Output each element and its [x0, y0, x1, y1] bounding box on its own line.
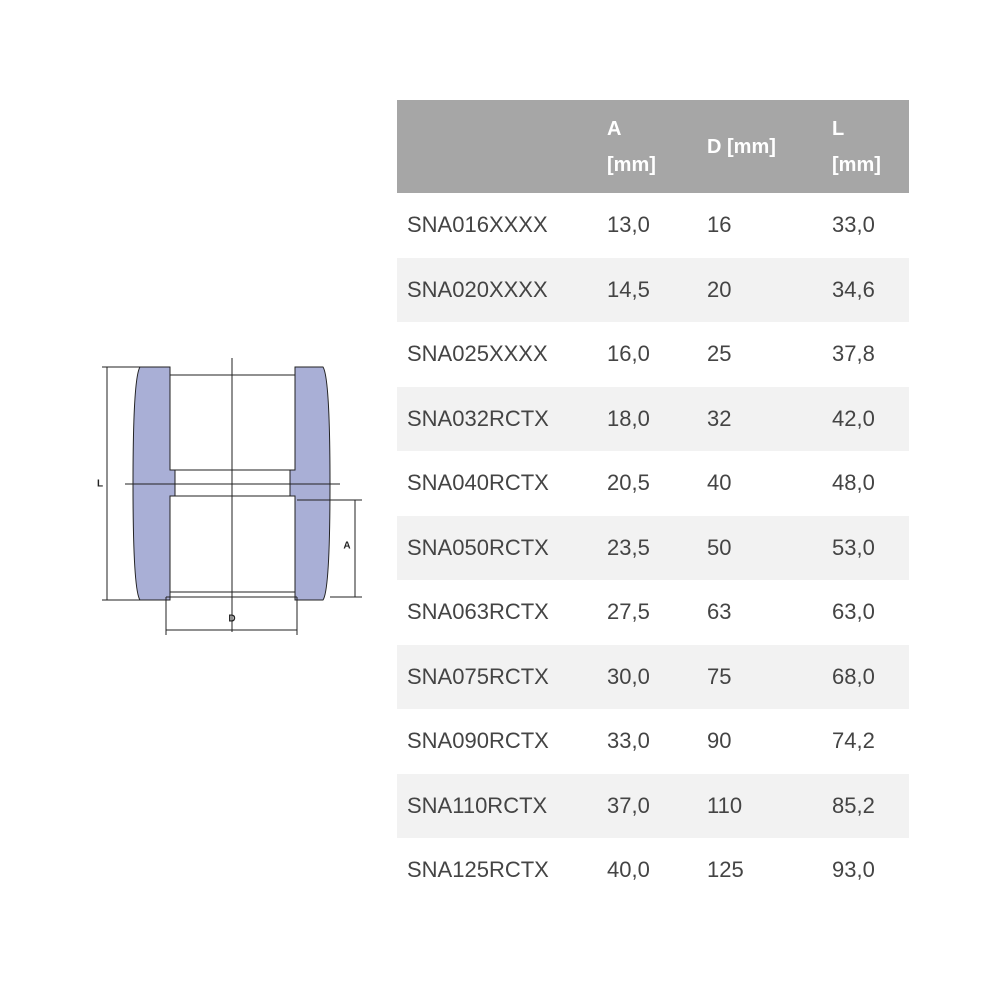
table-cell: 75: [697, 644, 822, 709]
spec-table: A [mm] D [mm] L [mm] SNA016XXXX 13,0 16 33,0 S…: [397, 100, 909, 903]
table-cell: 63,0: [832, 599, 875, 625]
table-cell: 32: [697, 386, 822, 451]
dimension-label: A: [343, 541, 350, 552]
table-cell: SNA050RCTX: [397, 515, 597, 580]
table-cell: 125: [707, 857, 744, 883]
table-cell: 37,0: [597, 773, 697, 838]
table-cell: 110: [697, 773, 822, 838]
table-body: SNA016XXXX 13,0 16 33,0 SNA020XXXX 14,5 20 34,6…: [397, 193, 909, 903]
table-cell: 34,6: [822, 257, 909, 322]
header-cell: D [mm]: [697, 100, 822, 193]
header-cell: [397, 100, 597, 193]
table-cell: 23,5: [597, 515, 697, 580]
table-row: SNA050RCTX 23,5 50 53,0: [397, 515, 909, 580]
table-cell: 27,5: [607, 599, 650, 625]
table-cell: 18,0: [597, 386, 697, 451]
table-cell: SNA025XXXX: [407, 341, 548, 367]
table-row: SNA075RCTX 30,0 75 68,0: [397, 644, 909, 709]
table-cell: 16,0: [607, 341, 650, 367]
table-cell: 20: [697, 257, 822, 322]
table-cell: 33,0: [832, 212, 875, 238]
table-cell: SNA075RCTX: [397, 644, 597, 709]
table-cell: 90: [707, 728, 732, 754]
table-cell: 53,0: [822, 515, 909, 580]
table-cell: SNA016XXXX: [407, 212, 548, 238]
fitting-drawing: L A D: [97, 358, 362, 635]
table-cell: SNA020XXXX: [397, 257, 597, 322]
header-text: D [mm]: [707, 135, 776, 158]
table-cell: 16: [707, 212, 732, 238]
header-cell: A [mm]: [597, 100, 697, 193]
table-cell: 14,5: [597, 257, 697, 322]
header-text: L [mm]: [832, 117, 881, 176]
table-row: SNA025XXXX 16,0 25 37,8: [397, 322, 909, 387]
table-row: SNA020XXXX 14,5 20 34,6: [397, 257, 909, 322]
table-cell: 40,0: [607, 857, 650, 883]
table-row: SNA125RCTX 40,0 125 93,0: [397, 838, 909, 903]
table-row: SNA040RCTX 20,5 40 48,0: [397, 451, 909, 516]
table-row: SNA016XXXX 13,0 16 33,0: [397, 193, 909, 258]
table-cell: 48,0: [832, 470, 875, 496]
table-cell: SNA032RCTX: [397, 386, 597, 451]
table-cell: SNA040RCTX: [407, 470, 549, 496]
table-cell: 74,2: [832, 728, 875, 754]
table-cell: 37,8: [832, 341, 875, 367]
dimension-label: L: [97, 479, 103, 490]
table-cell: 63: [707, 599, 732, 625]
table-row: SNA110RCTX 37,0 110 85,2: [397, 773, 909, 838]
dimension-label: D: [228, 614, 235, 625]
table-cell: SNA125RCTX: [407, 857, 549, 883]
table-cell: 13,0: [607, 212, 650, 238]
table-row: SNA063RCTX 27,5 63 63,0: [397, 580, 909, 645]
table-cell: 30,0: [597, 644, 697, 709]
table-cell: SNA110RCTX: [397, 773, 597, 838]
table-cell: SNA063RCTX: [407, 599, 549, 625]
table-cell: 50: [697, 515, 822, 580]
table-cell: 85,2: [822, 773, 909, 838]
header-cell: L [mm]: [822, 100, 909, 193]
table-cell: 93,0: [832, 857, 875, 883]
table-cell: 20,5: [607, 470, 650, 496]
table-cell: 33,0: [607, 728, 650, 754]
table-row: SNA032RCTX 18,0 32 42,0: [397, 386, 909, 451]
table-cell: 40: [707, 470, 732, 496]
table-cell: 25: [707, 341, 732, 367]
header-row: A [mm] D [mm] L [mm]: [397, 100, 909, 193]
table-cell: 42,0: [822, 386, 909, 451]
table-cell: 68,0: [822, 644, 909, 709]
table-cell: SNA090RCTX: [407, 728, 549, 754]
header-text: A [mm]: [607, 117, 656, 176]
table-row: SNA090RCTX 33,0 90 74,2: [397, 709, 909, 774]
